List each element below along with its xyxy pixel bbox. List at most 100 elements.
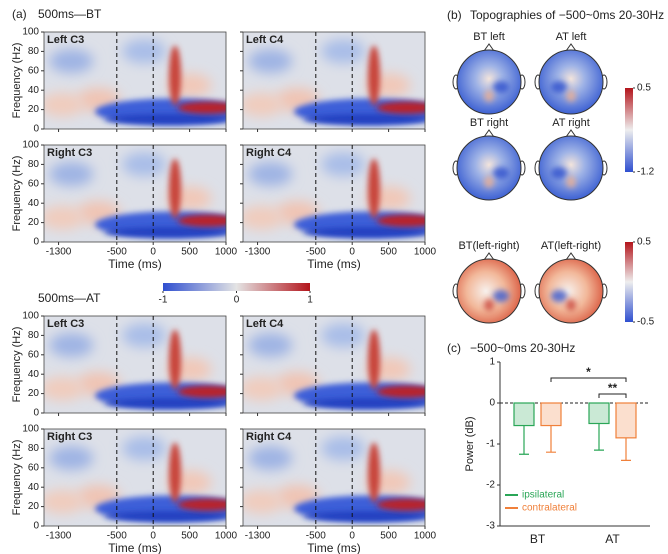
colorbar xyxy=(163,283,310,291)
map-label: AT left xyxy=(556,31,587,43)
sig-label: ** xyxy=(608,381,618,395)
x-tick-label: 0 xyxy=(150,247,156,258)
heatmap xyxy=(243,429,425,526)
error-bar xyxy=(519,425,529,455)
colorbar-label: -1 xyxy=(159,295,168,306)
colorbar-label: 0.5 xyxy=(637,237,651,248)
map-spot xyxy=(566,299,576,311)
map-spot xyxy=(566,90,576,102)
heatmap-blob xyxy=(169,329,182,390)
heatmap xyxy=(243,32,425,129)
map-spot xyxy=(484,176,494,188)
heatmap-blob xyxy=(104,511,226,522)
map-label: AT(left-right) xyxy=(541,240,601,252)
y-tick-label: 100 xyxy=(22,424,39,435)
map-label: BT(left-right) xyxy=(458,240,519,252)
colorbar xyxy=(625,242,633,322)
x-tick-label: 500 xyxy=(181,247,198,258)
x-tick-label: -1300 xyxy=(245,247,271,258)
heatmap-blob xyxy=(104,114,226,125)
heatmap xyxy=(44,429,226,526)
colorbar-label: 1 xyxy=(307,295,313,306)
nose xyxy=(565,43,577,52)
head-map xyxy=(538,135,604,201)
y-tick-label: 100 xyxy=(22,27,39,38)
y-tick-label: 60 xyxy=(28,462,40,473)
legend-label: contralateral xyxy=(522,503,577,514)
x-tick-label: 1000 xyxy=(215,531,238,542)
heatmap-texture xyxy=(49,162,94,187)
map-spot xyxy=(493,290,509,302)
nose xyxy=(565,129,577,138)
bar xyxy=(540,402,562,427)
y-tick-label: 20 xyxy=(28,104,40,115)
colorbar-label: 0 xyxy=(234,295,240,306)
frame xyxy=(43,144,227,243)
y-tick-label: 1 xyxy=(489,357,495,368)
panel-label: (b) xyxy=(447,8,462,22)
sig-label: * xyxy=(586,365,591,379)
heatmap-texture xyxy=(321,152,366,177)
heatmap-blob xyxy=(104,227,226,238)
map-spot xyxy=(551,290,567,302)
heatmap-texture xyxy=(44,376,85,401)
x-tick-label: 0 xyxy=(150,531,156,542)
y-tick-label: 40 xyxy=(28,198,40,209)
y-tick-label: 60 xyxy=(28,178,40,189)
y-tick-label: 40 xyxy=(28,482,40,493)
map-label: BT right xyxy=(470,117,508,129)
legend-label: ipsilateral xyxy=(522,490,564,501)
nose xyxy=(483,252,495,261)
heatmap-blob xyxy=(303,398,425,409)
y-tick-label: 20 xyxy=(28,217,40,228)
head-map xyxy=(456,135,522,201)
y-tick-label: 80 xyxy=(28,443,40,454)
y-axis-label: Frequency (Hz) xyxy=(11,440,23,516)
heatmap-texture xyxy=(321,39,366,64)
panel-title: Topographies of −500~0ms 20-30Hz xyxy=(470,8,664,22)
heatmap-texture xyxy=(248,162,293,187)
frame xyxy=(43,428,227,527)
map-spot xyxy=(551,167,567,179)
map-label: BT left xyxy=(473,31,505,43)
heatmap-blob xyxy=(177,214,226,227)
colorbar xyxy=(625,88,633,172)
heatmap-blob xyxy=(169,45,182,106)
map-spot xyxy=(493,167,509,179)
map-spot xyxy=(551,81,567,93)
heatmap-texture xyxy=(49,49,94,74)
frame xyxy=(242,31,426,130)
panel-name: Right C4 xyxy=(246,147,292,159)
heatmap-texture xyxy=(44,489,85,514)
y-tick-label: 0 xyxy=(33,521,39,532)
heatmap-texture xyxy=(243,92,284,117)
bar xyxy=(588,402,610,425)
x-axis-label: Time (ms) xyxy=(307,541,361,554)
heatmap-texture xyxy=(248,333,293,358)
panel-label: (a) xyxy=(12,7,27,21)
y-tick-label: 0 xyxy=(33,124,39,135)
x-tick-label: BT xyxy=(530,532,546,546)
y-tick-label: 80 xyxy=(28,46,40,57)
heatmap-texture xyxy=(122,323,167,348)
y-axis-label: Frequency (Hz) xyxy=(11,327,23,403)
y-axis-label: Frequency (Hz) xyxy=(11,156,23,232)
y-tick-label: 0 xyxy=(33,237,39,248)
x-tick-label: -500 xyxy=(107,247,127,258)
frame xyxy=(43,31,227,130)
sig-bracket xyxy=(550,377,627,382)
y-tick-label: 60 xyxy=(28,65,40,76)
heatmap-texture xyxy=(248,49,293,74)
heatmap-texture xyxy=(321,436,366,461)
heatmap-texture xyxy=(122,152,167,177)
heatmap xyxy=(44,316,226,413)
y-tick-label: 0 xyxy=(33,408,39,419)
y-tick-label: -3 xyxy=(486,521,495,532)
frame xyxy=(242,428,426,527)
x-tick-label: 500 xyxy=(380,247,397,258)
heatmap-blob xyxy=(376,101,425,114)
panel-name: Left C3 xyxy=(47,318,84,330)
y-tick-label: 40 xyxy=(28,85,40,96)
heatmap-texture xyxy=(44,92,85,117)
